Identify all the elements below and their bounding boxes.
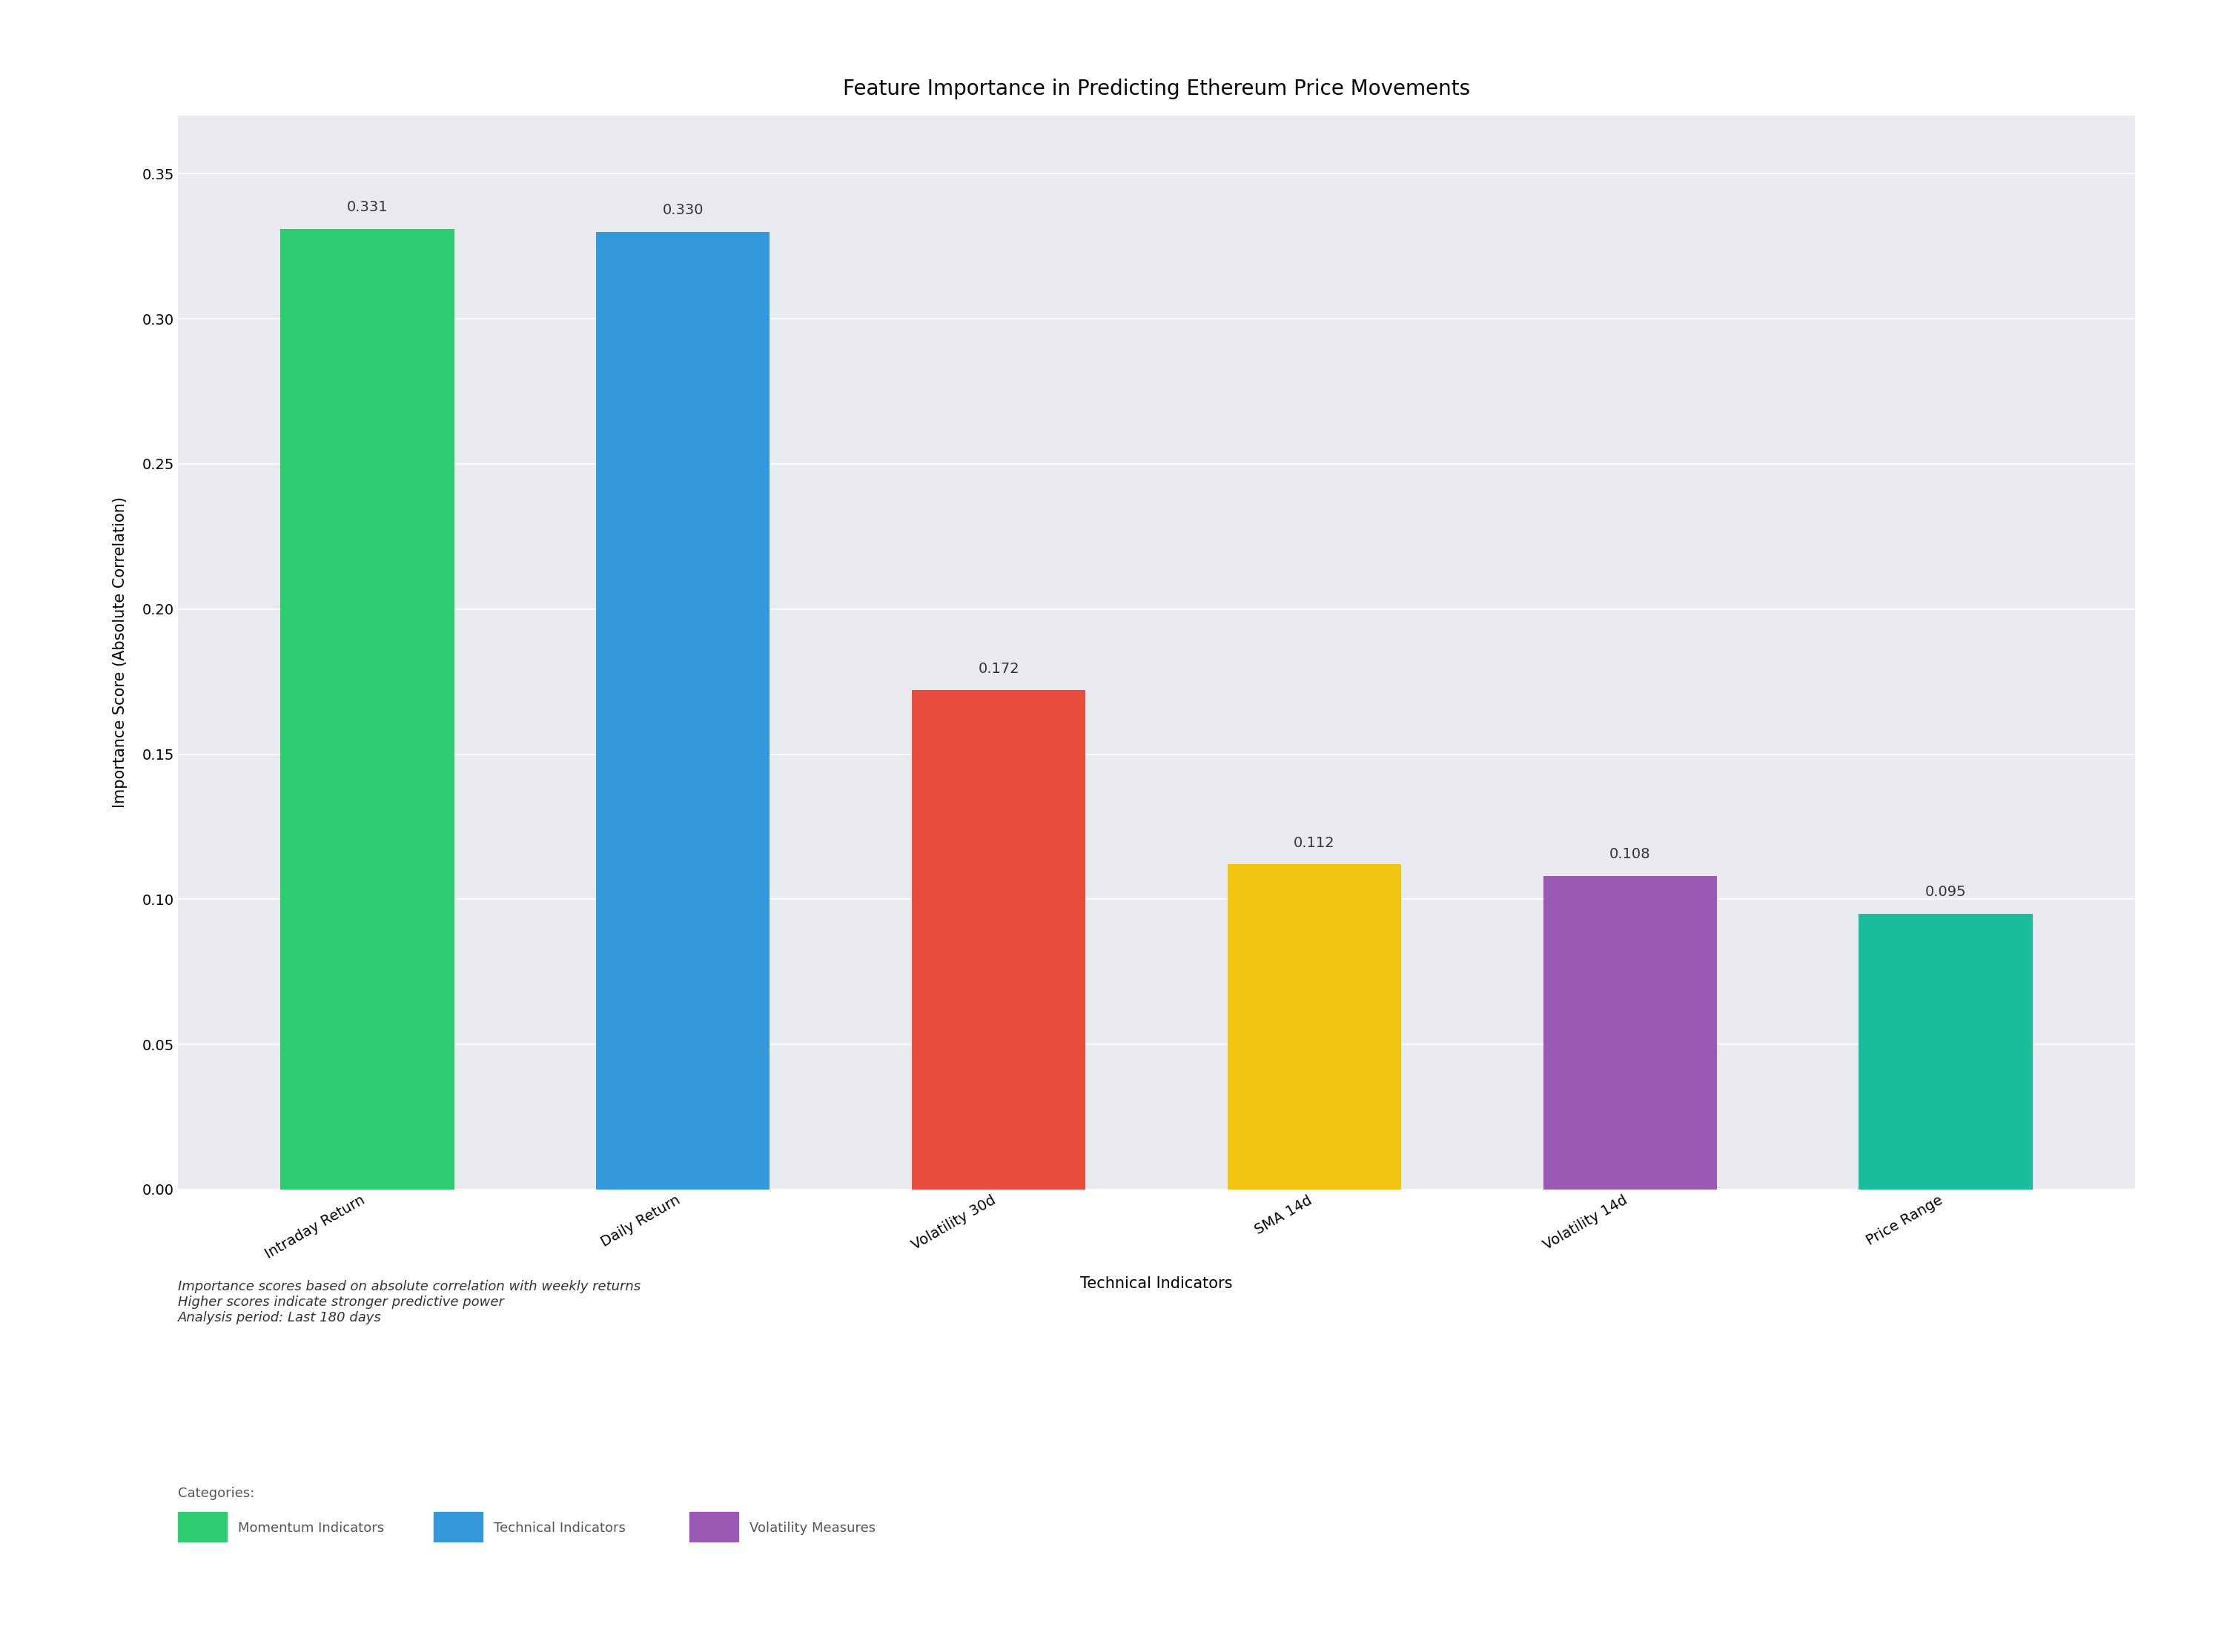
X-axis label: Technical Indicators: Technical Indicators xyxy=(1081,1275,1232,1290)
Text: Importance scores based on absolute correlation with weekly returns
Higher score: Importance scores based on absolute corr… xyxy=(178,1280,641,1325)
Text: Categories:: Categories: xyxy=(178,1487,254,1500)
Text: 0.108: 0.108 xyxy=(1610,847,1650,861)
Text: 0.331: 0.331 xyxy=(347,200,387,215)
Text: 0.330: 0.330 xyxy=(663,203,703,216)
Y-axis label: Importance Score (Absolute Correlation): Importance Score (Absolute Correlation) xyxy=(113,497,127,808)
Text: 0.095: 0.095 xyxy=(1926,885,1966,899)
Bar xyxy=(1859,914,2033,1189)
Bar xyxy=(596,231,770,1189)
Bar xyxy=(1543,876,1717,1189)
Text: 0.172: 0.172 xyxy=(979,662,1019,676)
Text: Technical Indicators: Technical Indicators xyxy=(494,1521,625,1535)
Bar xyxy=(280,230,454,1189)
Bar xyxy=(1228,864,1401,1189)
Text: Volatility Measures: Volatility Measures xyxy=(749,1521,876,1535)
Bar xyxy=(912,691,1085,1189)
Title: Feature Importance in Predicting Ethereum Price Movements: Feature Importance in Predicting Ethereu… xyxy=(843,79,1470,99)
Text: 0.112: 0.112 xyxy=(1294,836,1334,849)
Text: Momentum Indicators: Momentum Indicators xyxy=(238,1521,385,1535)
